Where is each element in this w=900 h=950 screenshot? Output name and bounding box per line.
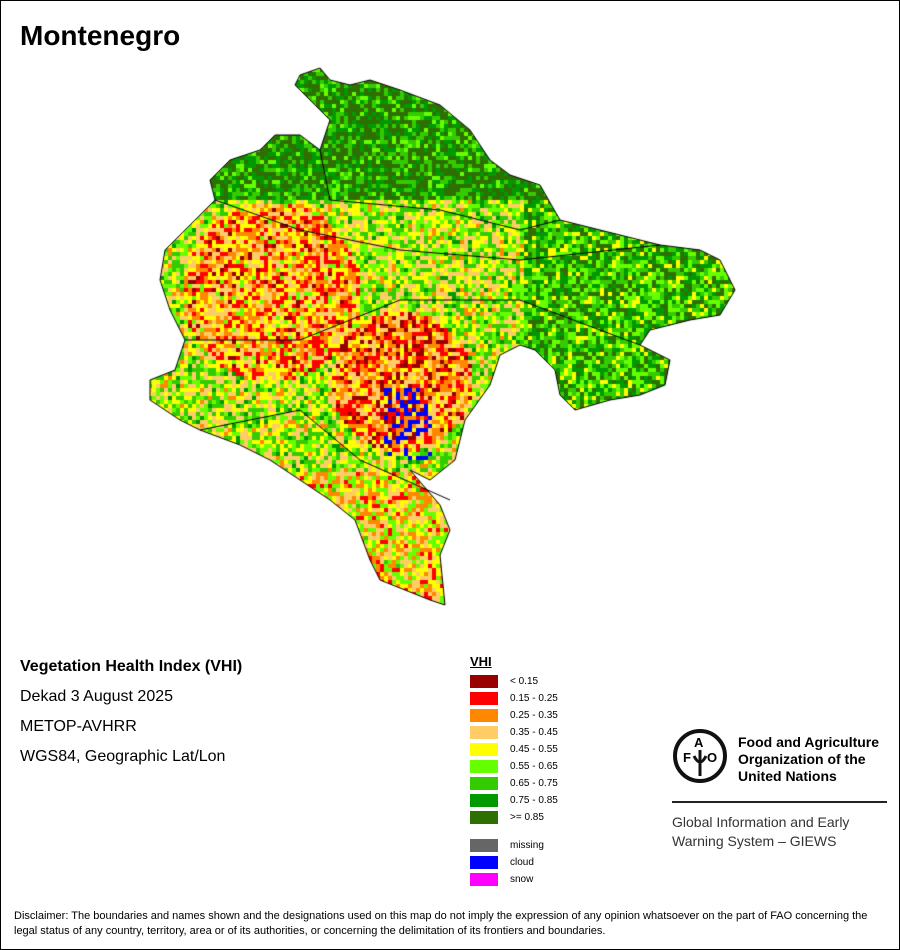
legend-swatch <box>470 873 498 886</box>
fao-name-line: United Nations <box>738 768 837 784</box>
legend-label: missing <box>510 840 544 851</box>
vhi-raster-map <box>0 0 900 650</box>
legend-item: 0.55 - 0.65 <box>470 758 558 775</box>
legend-label: 0.65 - 0.75 <box>510 778 558 789</box>
legend-swatch <box>470 760 498 773</box>
fao-name-line: Food and Agriculture <box>738 734 880 750</box>
giews-line: Warning System – GIEWS <box>672 833 837 849</box>
legend-item: 0.15 - 0.25 <box>470 690 558 707</box>
svg-text:O: O <box>707 750 717 765</box>
legend-item: 0.75 - 0.85 <box>470 792 558 809</box>
legend-swatch <box>470 692 498 705</box>
legend: VHI < 0.15 0.15 - 0.25 0.25 - 0.35 0.35 - 0… <box>470 654 558 888</box>
legend-label: 0.55 - 0.65 <box>510 761 558 772</box>
sensor-label: METOP-AVHRR <box>20 718 137 735</box>
legend-swatch <box>470 709 498 722</box>
legend-label: snow <box>510 874 534 885</box>
disclaimer: Disclaimer: The boundaries and names sho… <box>14 910 868 937</box>
svg-text:A: A <box>694 735 704 750</box>
legend-item: snow <box>470 871 558 888</box>
fao-name: Food and Agriculture Organization of the… <box>738 734 879 785</box>
legend-swatch <box>470 856 498 869</box>
legend-label: 0.15 - 0.25 <box>510 693 558 704</box>
svg-text:F: F <box>683 750 691 765</box>
projection-label: WGS84, Geographic Lat/Lon <box>20 748 226 765</box>
legend-item: 0.25 - 0.35 <box>470 707 558 724</box>
period-label: Dekad 3 August 2025 <box>20 688 174 705</box>
legend-item: cloud <box>470 854 558 871</box>
legend-swatch <box>470 839 498 852</box>
legend-swatch <box>470 811 498 824</box>
legend-label: 0.25 - 0.35 <box>510 710 558 721</box>
legend-item: 0.35 - 0.45 <box>470 724 558 741</box>
product-name: Vegetation Health Index (VHI) <box>20 658 243 675</box>
legend-label: < 0.15 <box>510 676 539 687</box>
legend-swatch <box>470 726 498 739</box>
divider <box>672 801 887 803</box>
legend-item: missing <box>470 837 558 854</box>
legend-label: 0.45 - 0.55 <box>510 744 558 755</box>
legend-label: 0.75 - 0.85 <box>510 795 558 806</box>
fao-name-line: Organization of the <box>738 751 866 767</box>
map-title: Montenegro <box>20 20 181 51</box>
giews-line: Global Information and Early <box>672 814 850 830</box>
legend-label: 0.35 - 0.45 <box>510 727 558 738</box>
legend-item: 0.65 - 0.75 <box>470 775 558 792</box>
legend-swatch <box>470 794 498 807</box>
legend-label: >= 0.85 <box>510 812 544 823</box>
legend-swatch <box>470 743 498 756</box>
giews-name: Global Information and Early Warning Sys… <box>672 813 849 851</box>
fao-emblem-icon: F A O <box>673 729 727 783</box>
legend-swatch <box>470 777 498 790</box>
legend-label: cloud <box>510 857 534 868</box>
legend-item: >= 0.85 <box>470 809 558 826</box>
legend-title: VHI <box>470 654 492 669</box>
legend-item: < 0.15 <box>470 673 558 690</box>
legend-swatch <box>470 675 498 688</box>
legend-item: 0.45 - 0.55 <box>470 741 558 758</box>
fao-logo-block: F A O Food and Agriculture Organization … <box>672 728 887 849</box>
